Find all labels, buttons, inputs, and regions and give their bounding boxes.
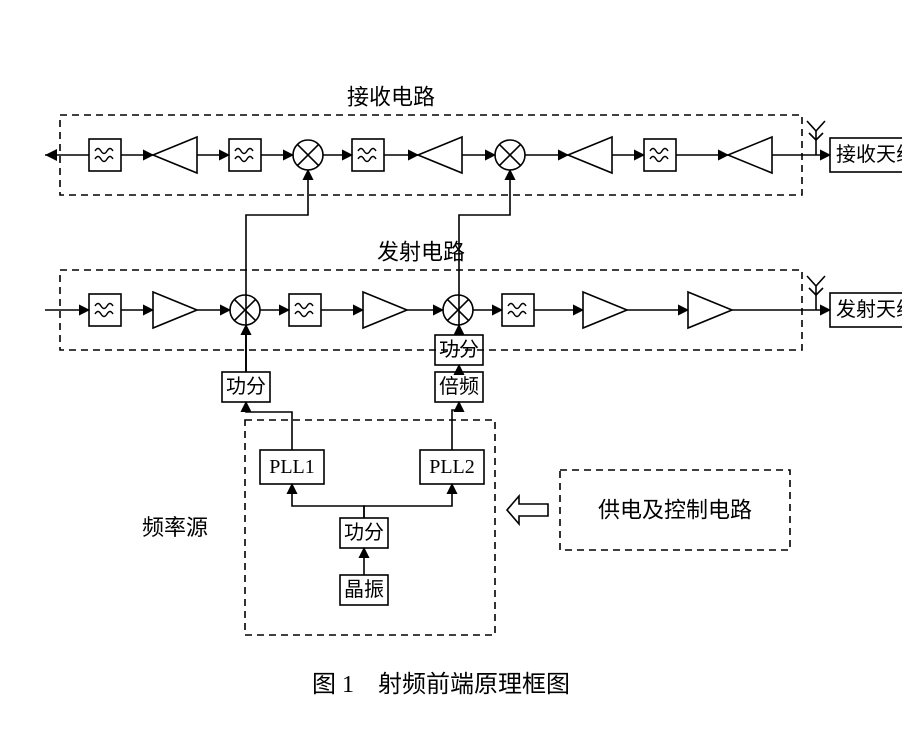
tx-title: 发射电路 <box>377 240 465 265</box>
tx-amp-2 <box>363 292 407 328</box>
pll1-label: PLL1 <box>269 456 315 478</box>
xtal-label: 晶振 <box>344 578 384 601</box>
pll1-to-split1 <box>246 402 292 450</box>
tx-filter-1 <box>89 294 121 326</box>
rx-amp-3 <box>568 137 612 173</box>
rx-amp-1 <box>153 137 197 173</box>
tx-amp-4 <box>688 292 732 328</box>
rx-filter-4 <box>644 139 676 171</box>
lo1-to-rxmix1 <box>246 170 308 350</box>
rx-title: 接收电路 <box>347 85 435 110</box>
splitter-3-label: 功分 <box>344 521 384 544</box>
power-ctrl-label: 供电及控制电路 <box>598 498 752 523</box>
rx-filter-3 <box>352 139 384 171</box>
tx-antenna-label: 发射天线 <box>836 298 902 321</box>
tx-filter-3 <box>502 294 534 326</box>
rx-amp-4 <box>728 137 772 173</box>
rx-filter-1 <box>89 139 121 171</box>
rx-amp-2 <box>418 137 462 173</box>
tx-amp-1 <box>153 292 197 328</box>
multiplier-label: 倍频 <box>439 375 479 398</box>
pll2-to-mul <box>452 402 459 450</box>
rx-filter-2 <box>229 139 261 171</box>
figure-caption: 图 1 射频前端原理框图 <box>312 671 570 698</box>
rx-antenna-label: 接收天线 <box>836 143 902 166</box>
pll2-label: PLL2 <box>429 456 475 478</box>
split3-to-pll1 <box>292 484 364 518</box>
tx-amp-3 <box>583 292 627 328</box>
freq-source-label: 频率源 <box>142 515 208 540</box>
tx-filter-2 <box>289 294 321 326</box>
splitter-1-label: 功分 <box>226 375 266 398</box>
power-arrow-icon <box>507 496 548 524</box>
split3-to-pll2 <box>364 484 452 518</box>
splitter-2-label: 功分 <box>439 338 479 361</box>
